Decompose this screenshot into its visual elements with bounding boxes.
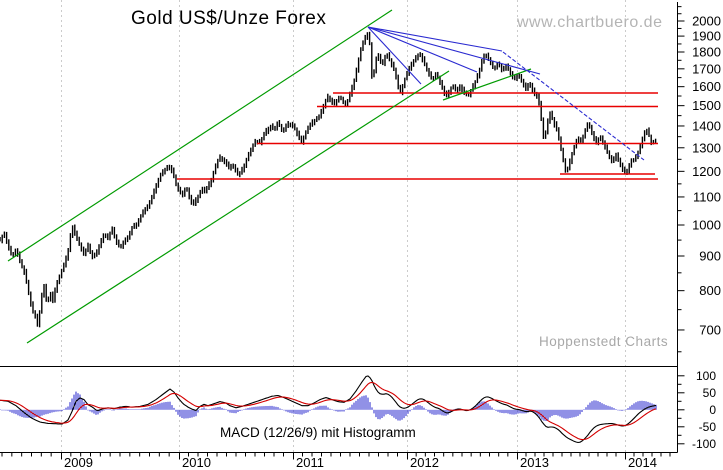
chart-title: Gold US$/Unze Forex: [131, 8, 327, 29]
fan-line: [367, 26, 503, 52]
indicator-label: MACD (12/26/9) mit Histogramm: [220, 425, 416, 440]
price-tick-label: 1900: [692, 29, 721, 44]
price-tick-label: 1400: [692, 118, 721, 133]
year-label: 2012: [410, 455, 439, 470]
trend-channel-line: [26, 70, 450, 344]
fan-line: [367, 26, 478, 73]
macd-tick-label: -100: [692, 437, 716, 451]
price-tick-label: 1100: [693, 189, 721, 204]
macd-tick-label: -50: [699, 420, 717, 434]
year-label: 2009: [64, 455, 93, 470]
macd-tick-label: 50: [703, 386, 717, 400]
fan-line: [367, 26, 422, 85]
price-tick-label: 1200: [692, 164, 721, 179]
year-label: 2010: [182, 455, 211, 470]
price-tick-label: 1300: [692, 140, 721, 155]
price-tick-label: 800: [699, 283, 721, 298]
candlestick-series: [0, 31, 657, 328]
year-label: 2011: [296, 455, 324, 470]
watermark: www.chartbuero.de: [517, 14, 663, 31]
trend-channel-line: [7, 9, 393, 262]
year-label: 2013: [520, 455, 549, 470]
price-tick-label: 1800: [692, 45, 721, 60]
macd-signal-line: [0, 381, 657, 441]
price-tick-label: 700: [699, 322, 721, 337]
price-tick-label: 1000: [692, 217, 721, 232]
price-tick-label: 1700: [692, 61, 721, 76]
macd-histogram: [0, 391, 657, 421]
price-tick-label: 2000: [692, 14, 721, 29]
price-tick-label: 1600: [692, 79, 721, 94]
fan-line: [367, 26, 541, 75]
macd-tick-label: 100: [696, 369, 716, 383]
year-label: 2014: [628, 455, 657, 470]
price-tick-label: 900: [699, 249, 721, 264]
credit-label: Hoppenstedt Charts: [539, 334, 669, 349]
macd-tick-label: 0: [709, 403, 716, 417]
price-tick-label: 1500: [692, 98, 721, 113]
trend-channel-line: [442, 68, 532, 101]
